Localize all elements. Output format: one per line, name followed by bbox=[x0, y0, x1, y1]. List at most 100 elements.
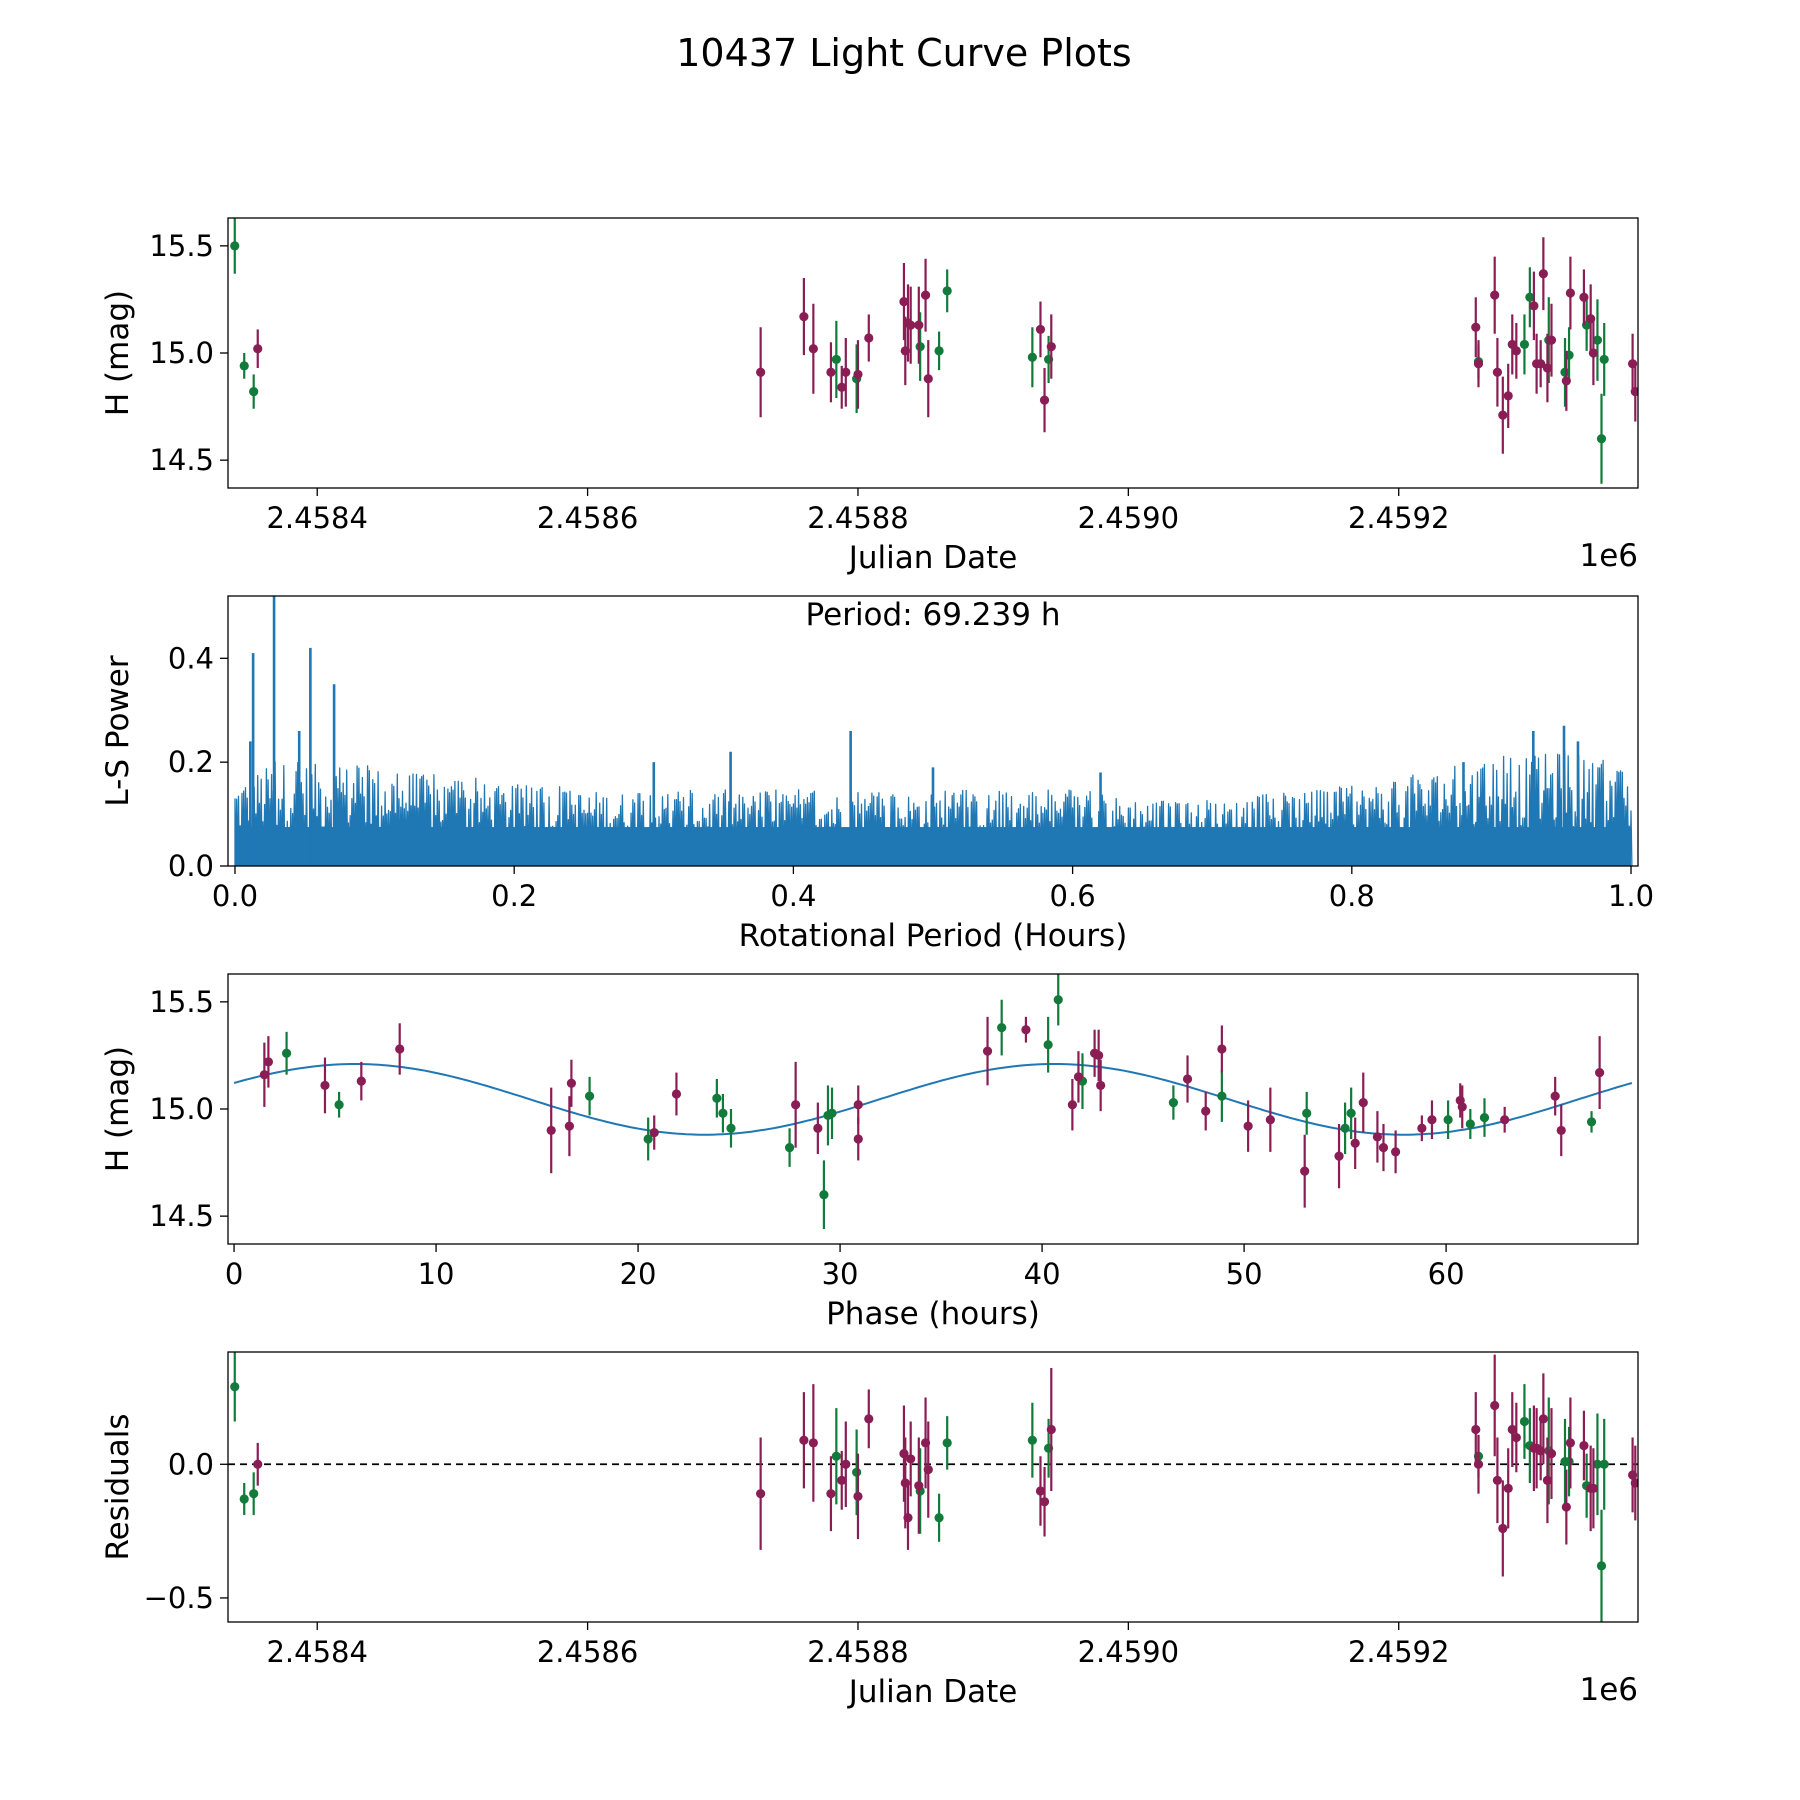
green-data-point bbox=[942, 1438, 952, 1448]
maroon-data-point bbox=[649, 1127, 659, 1138]
maroon-data-point bbox=[914, 320, 924, 330]
x-tick-label: 2.4592 bbox=[1348, 501, 1449, 535]
green-data-point bbox=[1564, 1457, 1574, 1467]
period-annotation: Period: 69.239 h bbox=[806, 597, 1061, 633]
residuals-axes-frame bbox=[227, 1351, 1639, 1623]
raw-lightcurve-panel: 2.4584 2.4586 2.4588 2.4590 2.4592 14.5 15.0 15… bbox=[100, 217, 1639, 576]
maroon-data-point bbox=[1471, 322, 1481, 332]
maroon-data-point bbox=[1471, 1424, 1481, 1435]
y-tick-label: 0.0 bbox=[168, 849, 214, 883]
green-data-point bbox=[1465, 1119, 1475, 1129]
maroon-data-point bbox=[1500, 1115, 1510, 1125]
maroon-data-point bbox=[1630, 1478, 1638, 1488]
green-data-point bbox=[1592, 335, 1603, 345]
maroon-data-point bbox=[1473, 359, 1484, 369]
green-data-point bbox=[784, 1142, 795, 1153]
green-data-point bbox=[942, 286, 952, 296]
maroon-data-point bbox=[1561, 376, 1571, 386]
green-data-point bbox=[1340, 1123, 1350, 1133]
maroon-data-point bbox=[1538, 1414, 1548, 1424]
maroon-data-point bbox=[1417, 1123, 1427, 1133]
green-data-point bbox=[1302, 1108, 1312, 1118]
maroon-data-point bbox=[756, 1489, 766, 1499]
maroon-data-point bbox=[564, 1121, 574, 1131]
maroon-data-point bbox=[1565, 1438, 1576, 1448]
y-tick-label: 15.5 bbox=[149, 985, 214, 1019]
maroon-data-point bbox=[1035, 1486, 1046, 1496]
maroon-data-point bbox=[799, 1435, 809, 1445]
maroon-data-point bbox=[1039, 395, 1050, 405]
x-axis-label: Phase (hours) bbox=[826, 1296, 1040, 1332]
figure-title: 10437 Light Curve Plots bbox=[676, 31, 1131, 75]
phased-lightcurve-plot-area bbox=[233, 974, 1633, 1229]
maroon-data-point bbox=[1457, 1102, 1467, 1112]
maroon-data-point bbox=[1542, 363, 1553, 373]
maroon-data-point bbox=[1094, 1050, 1104, 1061]
maroon-data-point bbox=[1579, 292, 1589, 302]
maroon-data-point bbox=[1542, 1475, 1553, 1485]
maroon-data-point bbox=[1588, 1483, 1598, 1493]
green-data-point bbox=[1519, 1416, 1530, 1427]
x-tick-label: 2.4586 bbox=[537, 501, 638, 535]
green-data-point bbox=[584, 1091, 595, 1101]
green-data-point bbox=[643, 1134, 653, 1144]
green-data-point bbox=[1596, 434, 1607, 444]
maroon-data-point bbox=[906, 320, 916, 330]
maroon-data-point bbox=[1511, 346, 1521, 356]
green-data-point bbox=[334, 1100, 344, 1110]
maroon-data-point bbox=[906, 1454, 916, 1464]
maroon-data-point bbox=[1492, 367, 1503, 377]
x-offset-label: 1e6 bbox=[1579, 1672, 1638, 1708]
maroon-data-point bbox=[395, 1044, 405, 1054]
maroon-data-point bbox=[1490, 1400, 1500, 1411]
maroon-data-point bbox=[1546, 335, 1557, 345]
maroon-data-point bbox=[356, 1076, 366, 1086]
maroon-data-point bbox=[1498, 1523, 1508, 1534]
maroon-data-point bbox=[671, 1089, 682, 1099]
maroon-data-point bbox=[1490, 290, 1500, 300]
maroon-data-point bbox=[1046, 341, 1056, 352]
x-tick-label: 2.4584 bbox=[266, 1635, 367, 1669]
maroon-data-point bbox=[864, 1414, 874, 1424]
maroon-data-point bbox=[791, 1100, 801, 1110]
x-tick-label: 0.8 bbox=[1329, 879, 1375, 913]
residuals-panel: 2.4584 2.4586 2.4588 2.4590 2.4592 −0.5 0.0 Jul… bbox=[100, 1351, 1639, 1710]
maroon-data-point bbox=[1243, 1121, 1253, 1131]
x-offset-label: 1e6 bbox=[1579, 538, 1638, 574]
maroon-data-point bbox=[841, 1459, 851, 1469]
maroon-data-point bbox=[899, 296, 909, 307]
x-axis-label: Julian Date bbox=[847, 1674, 1018, 1710]
maroon-data-point bbox=[1556, 1125, 1566, 1136]
y-axis-label: H (mag) bbox=[100, 1046, 136, 1172]
x-tick-label: 0 bbox=[225, 1257, 243, 1291]
maroon-data-point bbox=[1546, 1448, 1557, 1459]
x-tick-label: 2.4592 bbox=[1348, 1635, 1449, 1669]
maroon-data-point bbox=[1579, 1440, 1589, 1451]
y-tick-label: 0.4 bbox=[168, 641, 214, 675]
maroon-data-point bbox=[1378, 1142, 1389, 1153]
maroon-data-point bbox=[853, 1134, 863, 1144]
maroon-data-point bbox=[1096, 1080, 1106, 1091]
maroon-data-point bbox=[1334, 1151, 1344, 1161]
x-tick-label: 0.6 bbox=[1050, 879, 1096, 913]
maroon-data-point bbox=[813, 1123, 823, 1133]
green-data-point bbox=[1443, 1115, 1453, 1125]
maroon-data-point bbox=[320, 1080, 330, 1091]
y-tick-label: −0.5 bbox=[144, 1581, 214, 1615]
maroon-data-point bbox=[1538, 269, 1548, 279]
maroon-data-point bbox=[1503, 1483, 1513, 1493]
maroon-data-point bbox=[808, 1438, 818, 1448]
x-tick-label: 0.2 bbox=[491, 879, 537, 913]
maroon-data-point bbox=[1595, 1067, 1605, 1078]
maroon-data-point bbox=[1021, 1025, 1031, 1035]
maroon-data-point bbox=[923, 374, 933, 384]
maroon-data-point bbox=[1511, 1432, 1521, 1443]
maroon-data-point bbox=[1561, 1502, 1571, 1512]
x-tick-label: 60 bbox=[1428, 1257, 1465, 1291]
green-data-point bbox=[712, 1093, 722, 1103]
maroon-data-point bbox=[1565, 288, 1576, 298]
x-tick-label: 10 bbox=[418, 1257, 455, 1291]
maroon-data-point bbox=[853, 1100, 863, 1110]
phased-lightcurve-axes-frame bbox=[227, 973, 1639, 1245]
